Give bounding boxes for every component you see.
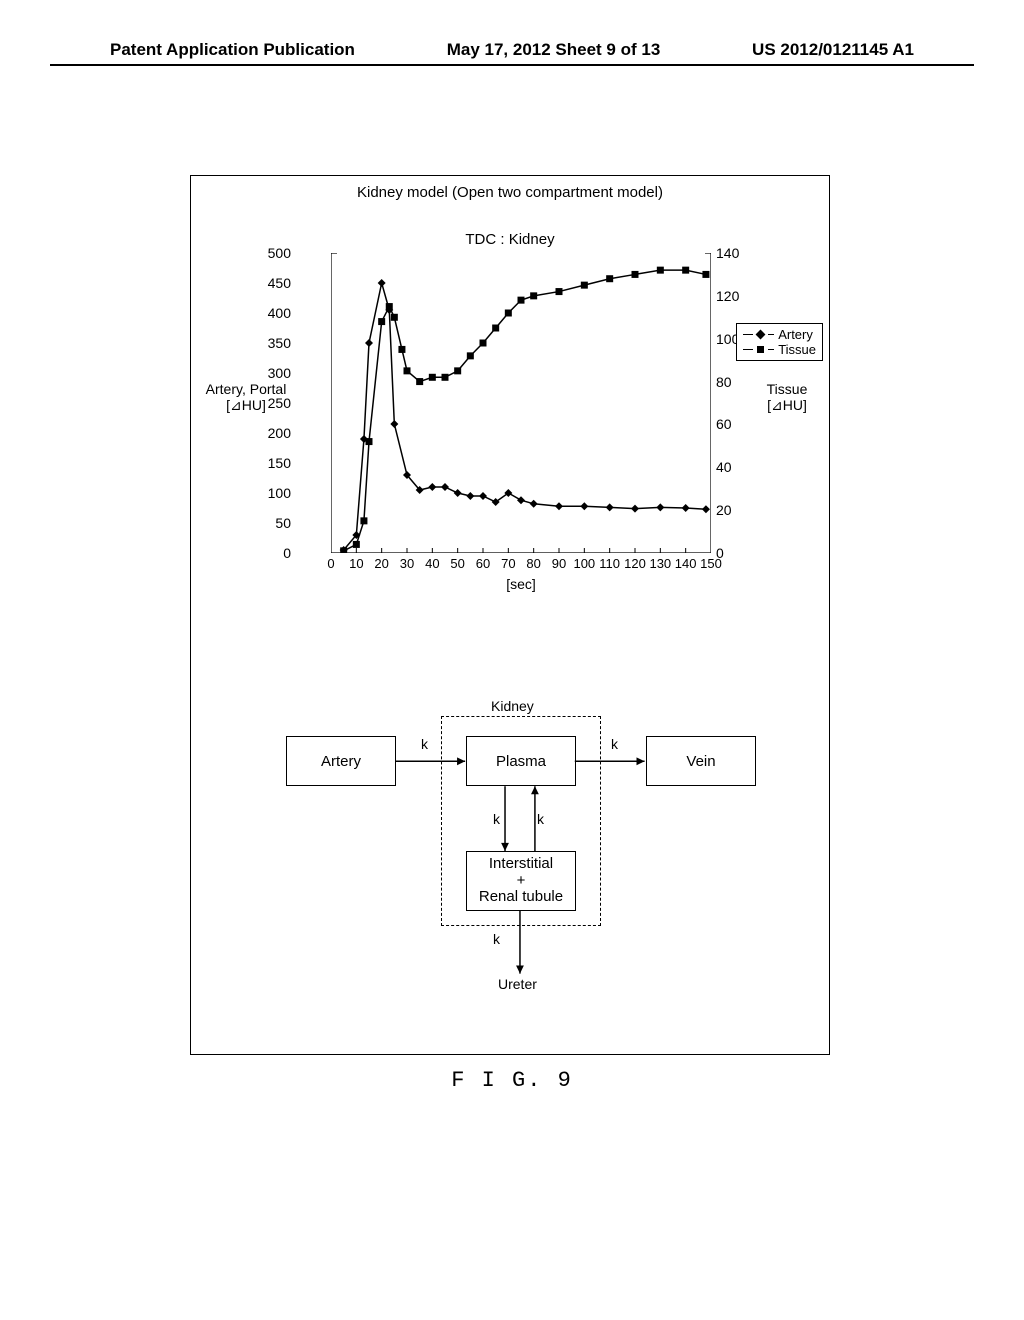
edge-k-ap: k <box>421 736 428 752</box>
figure-caption: F I G. 9 <box>0 1068 1024 1093</box>
frame-title: Kidney model (Open two compartment model… <box>191 184 829 201</box>
header-center: May 17, 2012 Sheet 9 of 13 <box>447 40 661 60</box>
edge-k-pi-down: k <box>493 811 500 827</box>
figure-frame: Kidney model (Open two compartment model… <box>190 175 830 1055</box>
x-axis-label: [sec] <box>331 576 711 592</box>
y-right-axis-label: Tissue [⊿HU] <box>757 381 817 414</box>
ureter-label: Ureter <box>498 976 537 992</box>
compartment-diagram: Kidney Artery Plasma Vein Interstitial +… <box>191 676 829 1036</box>
edge-k-iu: k <box>493 931 500 947</box>
page-header: Patent Application Publication May 17, 2… <box>50 40 974 66</box>
header-left: Patent Application Publication <box>110 40 355 60</box>
chart-legend: ArteryTissue <box>736 323 823 361</box>
edge-k-pv: k <box>611 736 618 752</box>
chart-area: TDC : Kidney Artery, Portal [⊿HU] Tissue… <box>191 231 829 631</box>
chart-plot <box>331 253 711 553</box>
edge-k-pi-up: k <box>537 811 544 827</box>
header-right: US 2012/0121145 A1 <box>752 40 914 60</box>
